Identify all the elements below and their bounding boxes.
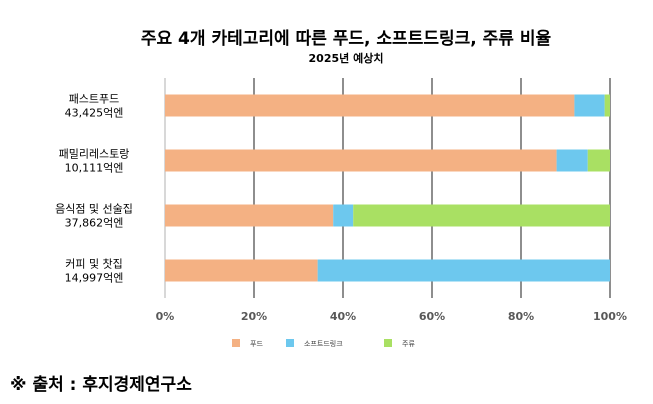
legend-label: 주류	[402, 340, 415, 348]
legend-label: 소프트드링크	[304, 340, 343, 348]
legend-swatch	[232, 339, 240, 347]
bar-segment	[556, 149, 588, 172]
x-tick-label: 40%	[330, 310, 356, 323]
category-label: 패스트푸드	[69, 93, 120, 106]
category-total-label: 37,862억엔	[65, 217, 124, 230]
x-tick-label: 20%	[241, 310, 267, 323]
category-total-label: 43,425억엔	[65, 107, 124, 120]
category-total-label: 10,111억엔	[65, 162, 124, 175]
bar-segment	[574, 94, 605, 117]
legend-swatch	[286, 339, 294, 347]
category-label: 패밀리레스토랑	[59, 148, 130, 161]
bar-segment	[165, 149, 557, 172]
category-total-label: 14,997억엔	[65, 272, 124, 285]
bar-segment	[353, 204, 610, 227]
category-label: 음식점 및 선술집	[55, 203, 133, 216]
x-tick-label: 100%	[593, 310, 627, 323]
x-tick-label: 60%	[419, 310, 445, 323]
legend-swatch	[384, 339, 392, 347]
bar-segment	[317, 259, 610, 282]
legend: 푸드 소프트드링크 주류	[232, 339, 415, 348]
category-label: 커피 및 찻집	[65, 258, 123, 271]
bar-segment	[165, 204, 334, 227]
bar-segment	[165, 259, 318, 282]
legend-label: 푸드	[250, 340, 263, 348]
bar-segment	[604, 94, 610, 117]
bar-segment	[165, 94, 575, 117]
chart-subtitle: 2025년 예상치	[309, 51, 384, 65]
bar-layer	[165, 94, 610, 282]
x-tick-layer: 0% 20% 40% 60% 80% 100%	[156, 310, 627, 323]
bar-segment	[333, 204, 354, 227]
bar-segment	[587, 149, 610, 172]
x-tick-label: 80%	[508, 310, 534, 323]
x-tick-label: 0%	[156, 310, 175, 323]
source-note: ※ 출처 : 후지경제연구소	[10, 374, 192, 395]
chart-title: 주요 4개 카테고리에 따른 푸드, 소프트드링크, 주류 비율	[141, 29, 552, 49]
